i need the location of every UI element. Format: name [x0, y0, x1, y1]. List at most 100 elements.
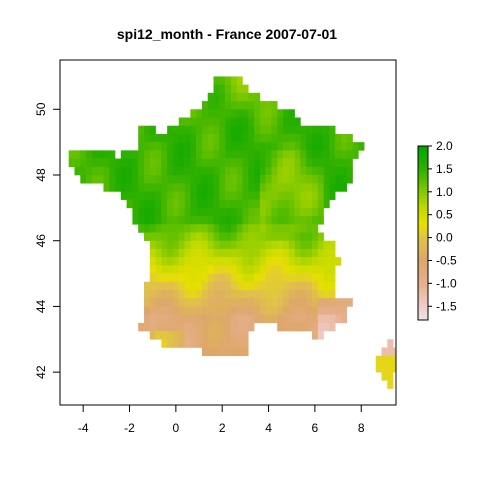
raster-cell [277, 117, 284, 127]
raster-cell [213, 150, 220, 159]
raster-cell [317, 232, 324, 242]
raster-cell [126, 199, 133, 209]
raster-cell [242, 290, 249, 299]
raster-cell [219, 109, 226, 118]
raster-cell [201, 216, 209, 225]
raster-cell [259, 191, 266, 200]
raster-cell [207, 199, 214, 209]
raster-cell [254, 306, 261, 315]
raster-cell [248, 207, 255, 217]
raster-cell [236, 240, 243, 250]
raster-cell [277, 281, 284, 291]
raster-cell [167, 224, 174, 233]
raster-cell [300, 183, 307, 192]
raster-cell [225, 314, 232, 324]
raster-cell [184, 273, 191, 283]
raster-cell [277, 125, 284, 135]
raster-cell [190, 125, 197, 135]
raster-cell [138, 216, 145, 225]
raster-cell [190, 240, 197, 250]
raster-cell [219, 314, 226, 324]
raster-cell [201, 240, 209, 250]
raster-cell [144, 322, 151, 332]
raster-cell [323, 306, 330, 315]
raster-cell [283, 109, 290, 118]
raster-cell [283, 133, 290, 143]
colorbar-segment [418, 230, 428, 234]
raster-cell [167, 207, 174, 217]
raster-cell [300, 142, 307, 151]
raster-cell [184, 331, 191, 340]
raster-cell [225, 150, 232, 159]
raster-cell [138, 158, 145, 168]
raster-cell [248, 101, 255, 110]
raster-cell [265, 183, 272, 192]
raster-cell [201, 314, 209, 324]
raster-cell [317, 306, 324, 315]
raster-cell [340, 306, 348, 315]
colorbar-segment [418, 224, 428, 228]
raster-cell [236, 314, 243, 324]
raster-cell [242, 347, 249, 357]
raster-cell [213, 248, 220, 258]
raster-cell [149, 224, 156, 233]
raster-cell [277, 150, 284, 159]
raster-cell [312, 216, 319, 225]
raster-cell [184, 306, 191, 315]
raster-cell [190, 339, 197, 348]
raster-cell [283, 125, 290, 135]
colorbar-segment [418, 259, 428, 263]
raster-cell [225, 257, 232, 266]
raster-cell [242, 166, 249, 176]
raster-cell [283, 158, 290, 168]
raster-cell [178, 322, 185, 332]
raster-cell [317, 150, 324, 159]
raster-cell [242, 175, 249, 184]
raster-cell [219, 232, 226, 242]
raster-cell [265, 166, 272, 176]
raster-cell [126, 191, 133, 200]
raster-cell [317, 175, 324, 184]
raster-cell [294, 125, 301, 135]
raster-cell [294, 322, 301, 332]
y-tick-label: 44 [34, 299, 48, 313]
raster-cell [213, 224, 220, 233]
raster-cell [201, 166, 209, 176]
raster-cell [74, 150, 81, 159]
raster-cell [80, 175, 87, 184]
raster-cell [196, 273, 203, 283]
x-axis: -4 -2 0 2 4 6 8 [78, 404, 365, 435]
raster-cell [259, 109, 266, 118]
raster-cell [265, 257, 272, 266]
raster-cell [161, 273, 168, 283]
raster-cell [317, 166, 324, 176]
raster-cell [196, 331, 203, 340]
raster-cell [329, 142, 336, 151]
raster-cell [172, 257, 180, 266]
colorbar-tick-label: -1.5 [436, 299, 457, 313]
raster-cell [312, 175, 319, 184]
raster-cell [254, 298, 261, 307]
raster-cell [387, 372, 394, 381]
raster-cell [86, 158, 93, 168]
raster-cell [283, 224, 290, 233]
colorbar-segment [418, 180, 428, 185]
raster-cell [103, 150, 110, 159]
raster-cell [242, 240, 249, 250]
raster-cell [288, 166, 295, 176]
raster-cell [178, 306, 185, 315]
raster-cell [294, 216, 301, 225]
raster-cell [190, 248, 197, 258]
colorbar-segment [418, 308, 428, 312]
raster-cell [149, 248, 156, 258]
raster-cell [259, 142, 266, 151]
raster-cell [178, 224, 185, 233]
raster-cell [213, 76, 220, 85]
raster-cell [375, 355, 382, 365]
raster-cell [242, 125, 249, 135]
raster-cell [196, 298, 203, 307]
raster-cell [184, 183, 191, 192]
raster-cell [259, 175, 266, 184]
raster-cell [358, 142, 365, 151]
raster-cell [155, 298, 162, 307]
